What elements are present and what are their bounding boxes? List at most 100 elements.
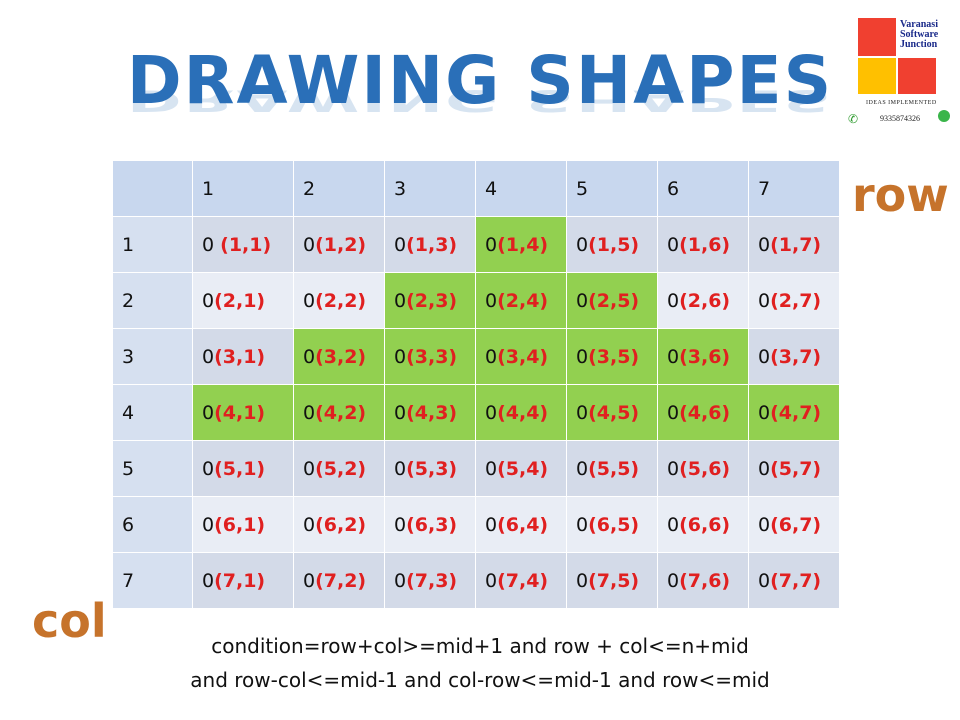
cell-coordinate: (2,3) [406,289,458,312]
cell-value: 0 [667,401,680,424]
cell-value: 0 [485,289,498,312]
cell-coordinate: (6,1) [214,513,266,536]
cell-value: 0 [202,233,221,256]
company-logo: Varanasi Software Junction IDEAS IMPLEME… [848,18,958,128]
logo-line-1: Varanasi [900,19,938,30]
grid-cell: 0(6,5) [566,496,658,553]
cell-coordinate: (7,3) [406,569,458,592]
grid-cell: 0(3,2) [293,328,385,385]
cell-value: 0 [758,233,771,256]
cell-value: 0 [303,457,316,480]
logo-line-3: Junction [900,39,938,50]
row-header: 5 [112,440,193,497]
cell-value: 0 [758,513,771,536]
grid-cell: 0(4,1) [192,384,294,441]
cell-value: 0 [303,513,316,536]
cell-value: 0 [576,345,589,368]
cell-coordinate: (5,2) [315,457,367,480]
cell-coordinate: (5,1) [214,457,266,480]
cell-value: 0 [394,457,407,480]
grid-cell: 0(2,3) [384,272,476,329]
cell-coordinate: (2,6) [679,289,731,312]
grid-cell: 0(2,1) [192,272,294,329]
grid-cell: 0(2,5) [566,272,658,329]
cell-coordinate: (2,7) [770,289,822,312]
cell-value: 0 [202,401,215,424]
row-axis-label: row [852,168,949,222]
cell-coordinate: (5,3) [406,457,458,480]
grid-cell: 0(2,7) [748,272,840,329]
grid-cell: 0(5,5) [566,440,658,497]
cell-value: 0 [667,569,680,592]
column-header: 7 [748,160,840,217]
cell-coordinate: (7,6) [679,569,731,592]
grid-cell: 0(2,2) [293,272,385,329]
cell-coordinate: (1,1) [220,233,272,256]
cell-coordinate: (5,7) [770,457,822,480]
grid-cell: 0 (1,1) [192,216,294,273]
cell-coordinate: (5,5) [588,457,640,480]
grid-cell: 0(4,5) [566,384,658,441]
cell-coordinate: (3,5) [588,345,640,368]
cell-value: 0 [202,457,215,480]
cell-value: 0 [394,233,407,256]
cell-coordinate: (6,6) [679,513,731,536]
logo-square-red-1 [858,18,896,56]
col-axis-label: col [32,594,107,648]
cell-value: 0 [202,289,215,312]
condition-line-2: and row-col<=mid-1 and col-row<=mid-1 an… [190,668,770,692]
cell-value: 0 [485,401,498,424]
cell-value: 0 [758,457,771,480]
logo-line-2: Software [900,29,939,40]
cell-value: 0 [758,345,771,368]
cell-coordinate: (2,1) [214,289,266,312]
cell-value: 0 [485,513,498,536]
cell-coordinate: (3,4) [497,345,549,368]
grid-cell: 0(7,6) [657,552,749,609]
grid-cell: 0(4,2) [293,384,385,441]
cell-value: 0 [667,457,680,480]
grid-cell: 0(5,2) [293,440,385,497]
cell-value: 0 [394,289,407,312]
cell-coordinate: (1,7) [770,233,822,256]
cell-coordinate: (4,4) [497,401,549,424]
cell-value: 0 [303,233,316,256]
grid-cell: 0(6,3) [384,496,476,553]
grid-cell: 0(3,6) [657,328,749,385]
cell-coordinate: (2,5) [588,289,640,312]
cell-value: 0 [576,289,589,312]
column-header: 2 [293,160,385,217]
cell-coordinate: (3,6) [679,345,731,368]
row-header: 1 [112,216,193,273]
table-row: 7 0(7,1) 0(7,2) 0(7,3) 0(7,4) 0(7,5) 0(7,6) 0(7… [112,552,840,609]
grid-cell: 0(3,4) [475,328,567,385]
column-header: 3 [384,160,476,217]
cell-value: 0 [485,233,498,256]
cell-value: 0 [667,289,680,312]
row-header: 7 [112,552,193,609]
grid-cell: 0(7,5) [566,552,658,609]
cell-value: 0 [303,401,316,424]
cell-coordinate: (6,4) [497,513,549,536]
grid-cell: 0(6,1) [192,496,294,553]
cell-value: 0 [394,513,407,536]
cell-coordinate: (4,3) [406,401,458,424]
logo-square-red-2 [898,58,936,94]
column-header: 6 [657,160,749,217]
cell-value: 0 [758,401,771,424]
cell-coordinate: (3,1) [214,345,266,368]
cell-value: 0 [576,569,589,592]
slide-title-reflection: DRAWING SHAPES [126,83,834,118]
logo-name: Varanasi Software Junction [900,20,938,50]
cell-coordinate: (1,6) [679,233,731,256]
cell-coordinate: (1,2) [315,233,367,256]
grid-cell: 0(5,1) [192,440,294,497]
cell-value: 0 [576,401,589,424]
grid-cell: 0(6,4) [475,496,567,553]
row-header: 3 [112,328,193,385]
cell-coordinate: (5,4) [497,457,549,480]
grid-cell: 0(1,3) [384,216,476,273]
corner-cell [112,160,193,217]
slide-title: DRAWING SHAPES [126,42,834,119]
